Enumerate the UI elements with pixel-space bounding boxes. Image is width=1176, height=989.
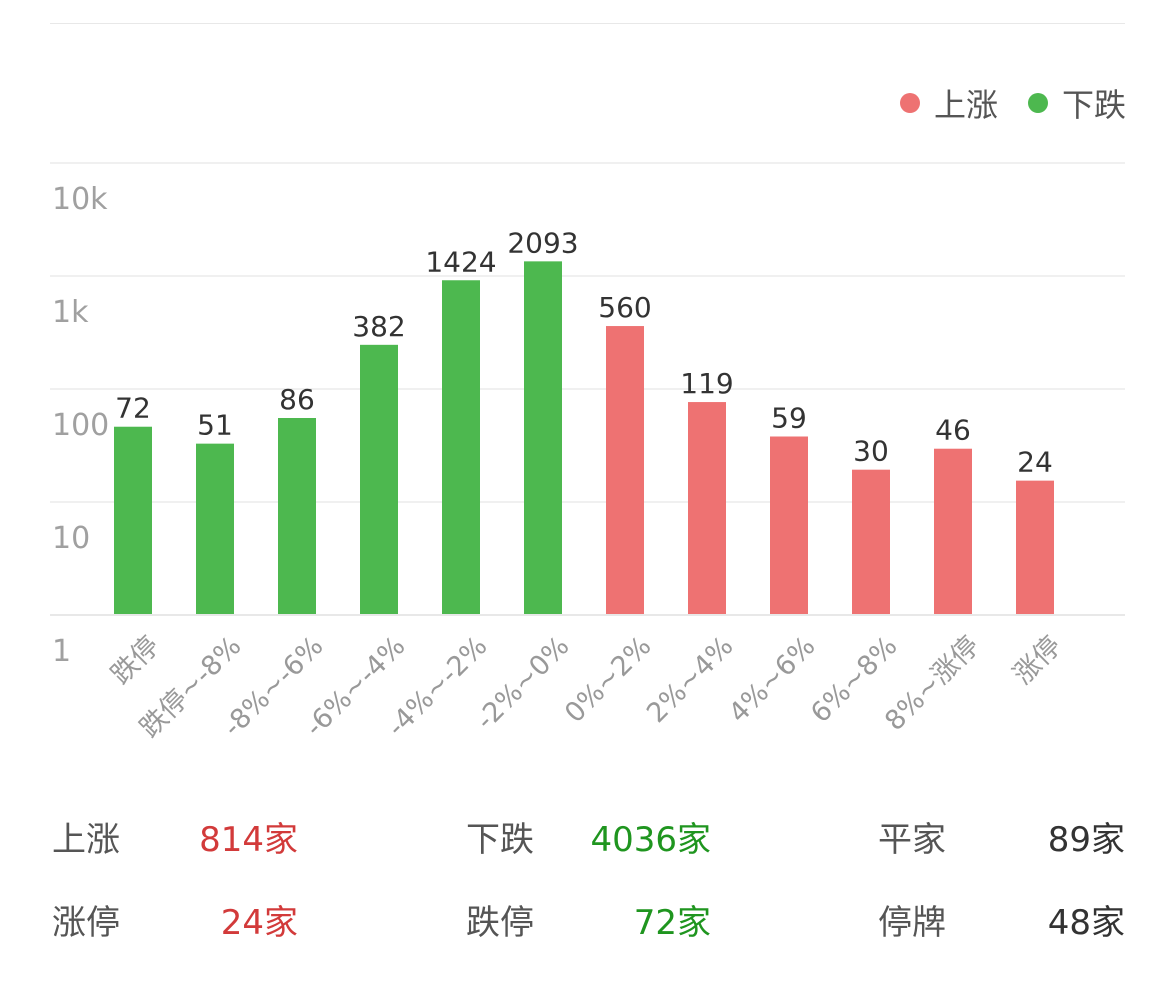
y-tick-label: 10: [52, 521, 90, 556]
data-label: 72: [115, 392, 151, 425]
distribution-chart: 10k1k10010172跌停51跌停~-8%86-8%~-6%382-6%~-…: [50, 162, 1125, 744]
data-label: 51: [197, 409, 233, 442]
y-tick-label: 100: [52, 408, 109, 443]
stat-value-limit-up: 24家: [220, 903, 298, 943]
stat-value-suspended: 48家: [1047, 903, 1125, 943]
legend-dot-rise: [899, 93, 920, 113]
bar: [442, 280, 480, 614]
stat-value-flat: 89家: [1047, 820, 1125, 860]
stat-label-limit-up: 涨停: [52, 903, 120, 943]
bar: [934, 448, 972, 614]
data-label: 1424: [425, 245, 496, 278]
stat-label-fall: 下跌: [466, 820, 534, 860]
bar: [606, 326, 644, 614]
bar: [852, 469, 890, 614]
stat-label-flat: 平家: [878, 820, 946, 860]
x-tick-label: 2%~4%: [641, 631, 739, 729]
bar: [1016, 480, 1054, 614]
data-label: 2093: [507, 226, 578, 259]
top-divider: [50, 23, 1125, 24]
stat-value-rise: 814家: [199, 820, 298, 860]
chart-legend: 上涨 下跌: [870, 80, 1126, 126]
stat-value-fall: 4036家: [590, 820, 711, 860]
stat-value-limit-down: 72家: [633, 903, 711, 943]
bar: [524, 261, 562, 614]
bar: [770, 436, 808, 614]
data-label: 24: [1017, 446, 1053, 479]
legend-label-fall[interactable]: 下跌: [1061, 86, 1126, 124]
bar: [114, 426, 152, 614]
data-label: 560: [598, 291, 651, 324]
stat-label-limit-down: 跌停: [466, 903, 534, 943]
data-label: 59: [771, 401, 807, 434]
stat-label-suspended: 停牌: [878, 903, 946, 943]
bar: [196, 443, 234, 614]
data-label: 30: [853, 435, 889, 468]
bar: [688, 402, 726, 614]
x-tick-label: 跌停: [105, 631, 165, 691]
data-label: 119: [680, 367, 733, 400]
x-tick-label: 4%~6%: [723, 631, 821, 729]
bar: [278, 418, 316, 614]
legend-dot-fall: [1027, 93, 1048, 113]
x-tick-label: 涨停: [1007, 631, 1067, 691]
bar: [360, 344, 398, 614]
stat-label-rise: 上涨: [52, 820, 120, 860]
y-tick-label: 1: [52, 634, 71, 669]
y-tick-label: 1k: [52, 295, 89, 330]
legend-label-rise[interactable]: 上涨: [933, 86, 998, 124]
y-tick-label: 10k: [52, 182, 108, 217]
data-label: 86: [279, 383, 315, 416]
data-label: 46: [935, 414, 971, 447]
x-tick-label: 0%~2%: [559, 631, 657, 729]
data-label: 382: [352, 310, 405, 343]
